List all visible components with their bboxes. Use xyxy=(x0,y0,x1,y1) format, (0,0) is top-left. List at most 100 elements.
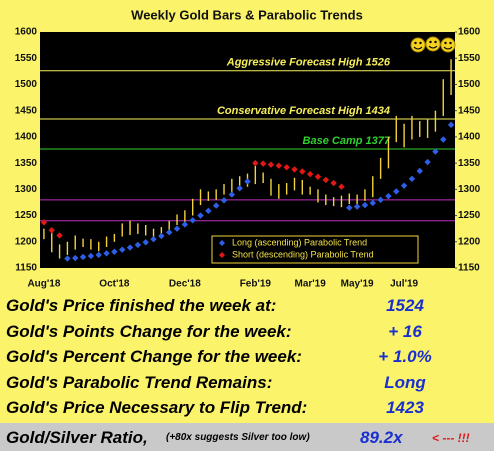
legend-label: Long (ascending) Parabolic Trend xyxy=(232,237,367,247)
x-tick-label: Aug'18 xyxy=(27,279,60,290)
y-tick-label-right: 1600 xyxy=(458,27,481,38)
trend-dot xyxy=(408,175,416,183)
y-tick-label: 1300 xyxy=(15,184,38,195)
y-tick-label: 1500 xyxy=(15,79,38,90)
legend-label: Short (descending) Parabolic Trend xyxy=(232,249,374,259)
trend-dot xyxy=(424,158,431,166)
trend-dot xyxy=(212,202,220,209)
trend-dot xyxy=(400,182,408,189)
trend-dot xyxy=(322,176,330,184)
y-tick-label: 1450 xyxy=(15,105,38,116)
trend-dot xyxy=(275,162,283,169)
trend-dot xyxy=(377,196,384,204)
trend-dot xyxy=(259,160,267,167)
trend-dot xyxy=(369,199,376,207)
y-tick-label-right: 1350 xyxy=(458,158,481,169)
x-tick-label: Mar'19 xyxy=(294,279,326,290)
trend-dot xyxy=(447,121,455,129)
trend-dot xyxy=(416,167,423,175)
summary-row: Gold's Price Necessary to Flip Trend: 142… xyxy=(0,396,494,420)
trend-dot xyxy=(64,255,71,262)
trend-dot xyxy=(119,246,126,253)
summary-label: Gold's Price Necessary to Flip Trend: xyxy=(6,398,308,417)
y-tick-label-right: 1300 xyxy=(458,184,481,195)
trend-dot xyxy=(158,232,165,240)
trend-dot xyxy=(126,244,134,251)
trend-dot xyxy=(228,191,236,198)
x-tick-label: Oct'18 xyxy=(99,279,130,290)
y-tick-label: 1350 xyxy=(15,158,38,169)
y-tick-label: 1600 xyxy=(15,27,38,38)
summary-row: Gold's Parabolic Trend Remains: Long xyxy=(0,371,494,395)
reference-label: Conservative Forecast High 1434 xyxy=(217,105,390,117)
trend-dot xyxy=(79,253,87,261)
trend-dot xyxy=(197,212,204,219)
y-tick-label-right: 1250 xyxy=(458,210,481,221)
y-tick-label: 1250 xyxy=(15,210,38,221)
y-tick-label-right: 1550 xyxy=(458,53,481,64)
legend-marker xyxy=(219,240,225,246)
trend-dot xyxy=(252,159,259,167)
legend-marker xyxy=(219,252,225,258)
y-tick-label: 1200 xyxy=(15,236,38,247)
trend-dot xyxy=(244,178,251,185)
summary-label: Gold's Price finished the week at: xyxy=(6,296,277,315)
trend-dot xyxy=(142,239,149,246)
x-tick-label: Dec'18 xyxy=(169,279,201,290)
trend-dot xyxy=(346,204,353,211)
trend-dot xyxy=(220,197,228,204)
y-tick-label-right: 1150 xyxy=(458,263,480,274)
trend-dot xyxy=(205,207,212,215)
trend-dot xyxy=(40,219,48,226)
smileys xyxy=(410,36,456,53)
trend-dot xyxy=(385,192,392,200)
y-tick-label-right: 1500 xyxy=(458,79,481,90)
trend-dot xyxy=(314,173,322,180)
trend-dot xyxy=(87,252,95,260)
summary-value: Long xyxy=(384,372,426,392)
chart: Weekly Gold Bars & Parabolic Trends Aggr… xyxy=(15,7,481,290)
trend-dot xyxy=(338,183,345,190)
trend-dot xyxy=(150,235,157,243)
x-tick-label: Jul'19 xyxy=(390,279,418,290)
trend-dot xyxy=(72,254,79,262)
trend-dot xyxy=(306,170,314,178)
summary-row: Gold's Price finished the week at: 1524 xyxy=(0,294,494,318)
ratio-value: 89.2x xyxy=(360,428,403,447)
summary-value: + 1.0% xyxy=(378,347,432,366)
trend-dot xyxy=(95,251,102,259)
trend-dot xyxy=(111,248,118,255)
trend-dot xyxy=(134,241,142,249)
y-tick-label: 1150 xyxy=(15,263,37,274)
trend-dot xyxy=(353,203,361,210)
summary-label: Gold's Points Change for the week: xyxy=(6,321,292,341)
trend-dot xyxy=(299,168,306,175)
y-tick-label: 1400 xyxy=(15,132,38,143)
y-tick-label: 1550 xyxy=(15,53,38,64)
ratio-row: Gold/Silver Ratio, (+80x suggests Silver… xyxy=(0,423,494,451)
trend-dot xyxy=(432,148,439,155)
trend-dot xyxy=(56,232,63,239)
trend-dot xyxy=(283,164,290,171)
y-tick-label-right: 1200 xyxy=(458,236,481,247)
y-tick-label-right: 1400 xyxy=(458,132,481,143)
summary-row: Gold's Points Change for the week: + 16 xyxy=(0,320,494,344)
trend-dot xyxy=(330,179,337,187)
trend-dot xyxy=(267,161,275,168)
y-tick-label-right: 1450 xyxy=(458,105,481,116)
trend-dot xyxy=(189,217,196,224)
trend-dot xyxy=(393,188,400,195)
reference-label: Aggressive Forecast High 1526 xyxy=(226,57,391,69)
x-tick-label: Feb'19 xyxy=(240,279,272,290)
x-tick-label: May'19 xyxy=(341,279,374,290)
trend-dot xyxy=(440,136,447,143)
chart-title: Weekly Gold Bars & Parabolic Trends xyxy=(131,7,363,22)
trend-dot xyxy=(291,166,298,173)
trend-dot xyxy=(181,221,189,228)
trend-dot xyxy=(48,227,55,234)
plot-area xyxy=(40,32,455,268)
ratio-label: Gold/Silver Ratio, xyxy=(6,428,148,447)
ratio-note: (+80x suggests Silver too low) xyxy=(166,432,310,443)
trend-dot xyxy=(236,185,243,192)
